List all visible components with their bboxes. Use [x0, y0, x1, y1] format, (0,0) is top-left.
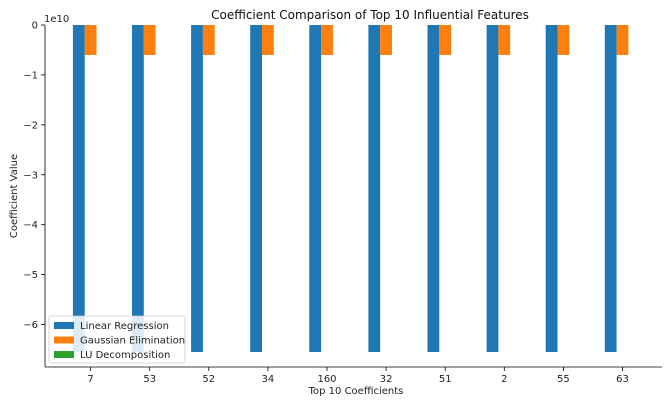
bar-gaussian-elimination-7 [84, 25, 97, 55]
bar-linear-regression-34 [250, 25, 262, 353]
legend: Linear Regression Gaussian Elimination LU … [48, 315, 186, 364]
plot-area [72, 25, 629, 353]
bar-linear-regression-53 [132, 25, 144, 353]
x-tick-label: 34 [262, 374, 275, 385]
y-tick-label: −4 [23, 220, 38, 231]
x-axis-label: Top 10 Coefficients [308, 386, 404, 397]
x-tick-label: 160 [317, 374, 336, 385]
y-tick-label: 0 [32, 21, 38, 32]
y-tick-label: −6 [23, 320, 38, 331]
y-tick-label: −1 [23, 70, 38, 81]
x-tick-label: 55 [557, 374, 570, 385]
x-tick-label: 2 [501, 374, 507, 385]
x-tick-label: 53 [143, 374, 156, 385]
bar-linear-regression-2 [486, 25, 499, 353]
x-tick-label: 32 [380, 374, 393, 385]
bar-gaussian-elimination-53 [143, 25, 156, 55]
y-axis-label: Coefficient Value [9, 154, 20, 238]
x-tick-label: 63 [616, 374, 629, 385]
y-offset-label: 1e10 [44, 14, 69, 25]
y-axis-ticks: 0 −1 −2 −3 −4 −5 −6 [23, 21, 45, 331]
y-tick-label: −2 [23, 120, 38, 131]
x-axis-ticks: 7 53 52 34 160 32 51 2 55 63 [87, 367, 629, 385]
legend-label: Linear Regression [80, 321, 169, 332]
legend-label: LU Decomposition [80, 350, 170, 361]
bar-linear-regression-32 [368, 25, 381, 353]
bar-gaussian-elimination-55 [557, 25, 570, 55]
x-tick-label: 52 [202, 374, 215, 385]
legend-swatch [54, 322, 74, 329]
bar-gaussian-elimination-2 [498, 25, 511, 55]
bar-gaussian-elimination-52 [202, 25, 215, 55]
y-tick-label: −3 [23, 170, 38, 181]
x-tick-label: 7 [87, 374, 93, 385]
bar-linear-regression-52 [191, 25, 203, 353]
bar-gaussian-elimination-51 [439, 25, 452, 55]
y-tick-label: −5 [23, 270, 38, 281]
x-tick-label: 51 [439, 374, 452, 385]
legend-box [48, 315, 186, 364]
bar-linear-regression-51 [427, 25, 440, 353]
chart-title: Coefficient Comparison of Top 10 Influen… [211, 8, 529, 22]
bar-gaussian-elimination-160 [321, 25, 333, 55]
bar-linear-regression-160 [309, 25, 322, 353]
bar-gaussian-elimination-63 [616, 25, 629, 55]
bar-gaussian-elimination-34 [262, 25, 274, 55]
bar-linear-regression-63 [604, 25, 617, 353]
legend-swatch [54, 351, 74, 358]
bar-gaussian-elimination-32 [380, 25, 392, 55]
bar-linear-regression-7 [72, 25, 85, 353]
bar-linear-regression-55 [545, 25, 558, 353]
legend-label: Gaussian Elimination [80, 336, 185, 347]
legend-swatch [54, 336, 74, 344]
